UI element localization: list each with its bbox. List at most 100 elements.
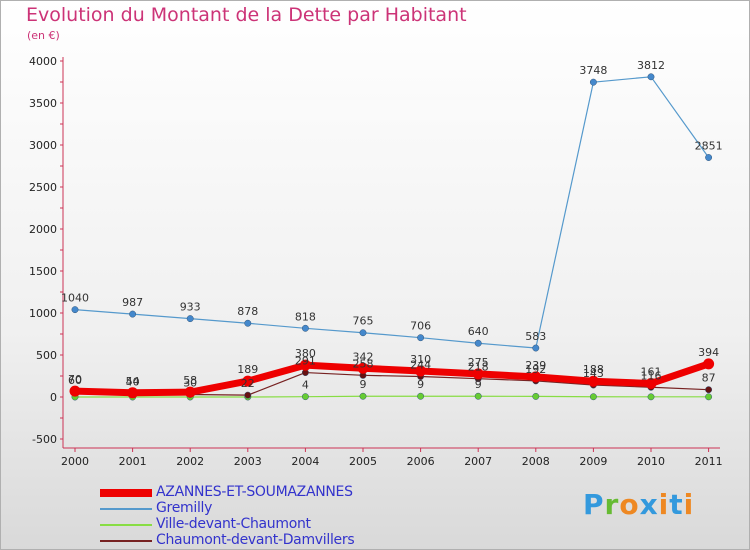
data-label: 58 bbox=[183, 374, 197, 387]
data-point-azannes-et-soumazannes bbox=[184, 386, 196, 398]
legend-swatch bbox=[100, 489, 152, 497]
x-tick-label: 2004 bbox=[291, 455, 319, 468]
data-label: 765 bbox=[353, 315, 374, 328]
data-point-ville-devant-chaumont bbox=[301, 393, 309, 401]
data-label: 291 bbox=[295, 355, 316, 368]
data-label: 70 bbox=[68, 373, 82, 386]
data-label: 258 bbox=[353, 357, 374, 370]
data-label: 4 bbox=[302, 379, 309, 392]
data-point-azannes-et-soumazannes bbox=[415, 365, 427, 377]
data-point-ville-devant-chaumont bbox=[647, 393, 655, 401]
x-tick-label: 2001 bbox=[119, 455, 147, 468]
x-tick-label: 2008 bbox=[522, 455, 550, 468]
data-point-azannes-et-soumazannes bbox=[587, 375, 599, 387]
y-tick-label: -500 bbox=[32, 433, 57, 446]
data-point-azannes-et-soumazannes bbox=[645, 377, 657, 389]
data-point-gremilly bbox=[474, 339, 482, 347]
data-label: 87 bbox=[702, 372, 716, 385]
x-tick-label: 2003 bbox=[234, 455, 262, 468]
y-tick-label: 0 bbox=[50, 391, 57, 404]
x-tick-label: 2002 bbox=[176, 455, 204, 468]
data-point-gremilly bbox=[417, 334, 425, 342]
x-tick-label: 2007 bbox=[464, 455, 492, 468]
data-label: 275 bbox=[468, 356, 489, 369]
data-label: 192 bbox=[525, 363, 546, 376]
series-layer bbox=[69, 73, 715, 401]
data-label: 394 bbox=[698, 346, 719, 359]
data-label: 818 bbox=[295, 310, 316, 323]
series-line-gremilly bbox=[74, 76, 710, 349]
data-label: 244 bbox=[410, 359, 431, 372]
data-point-ville-devant-chaumont bbox=[705, 393, 713, 401]
x-tick-label: 2000 bbox=[61, 455, 89, 468]
data-point-gremilly bbox=[705, 154, 713, 161]
y-tick-label: 2000 bbox=[29, 223, 57, 236]
data-point-chaumont-devant-damvillers bbox=[705, 386, 713, 394]
x-tick-label: 2005 bbox=[349, 455, 377, 468]
y-tick-label: 500 bbox=[36, 349, 57, 362]
data-label: 342 bbox=[353, 350, 374, 363]
data-label: 116 bbox=[641, 369, 662, 382]
data-point-azannes-et-soumazannes bbox=[69, 385, 81, 397]
data-label: 9 bbox=[417, 378, 424, 391]
data-label: 239 bbox=[525, 359, 546, 372]
axes: -500 0 500 1000 1500 2000 2500 3000 3500 4000 2000… bbox=[29, 55, 723, 468]
y-tick-label: 4000 bbox=[29, 55, 57, 68]
y-tick-label: 1500 bbox=[29, 265, 57, 278]
data-point-azannes-et-soumazannes bbox=[127, 387, 139, 399]
legend-swatch bbox=[100, 540, 152, 542]
data-point-gremilly bbox=[532, 344, 540, 352]
data-label: 310 bbox=[410, 353, 431, 366]
data-label: 161 bbox=[641, 365, 662, 378]
data-point-gremilly bbox=[301, 324, 309, 332]
data-point-ville-devant-chaumont bbox=[474, 392, 482, 400]
series-line-azannes-et-soumazannes bbox=[74, 360, 710, 397]
x-tick-label: 2011 bbox=[695, 455, 723, 468]
data-label: 878 bbox=[237, 305, 258, 318]
y-tick-label: 3500 bbox=[29, 97, 57, 110]
chart-subtitle: (en €) bbox=[27, 29, 60, 42]
data-point-ville-devant-chaumont bbox=[359, 392, 367, 400]
legend-label: Chaumont-devant-Damvillers bbox=[156, 532, 355, 548]
data-point-gremilly bbox=[129, 310, 137, 318]
data-point-ville-devant-chaumont bbox=[532, 392, 540, 400]
data-label: 54 bbox=[126, 375, 140, 388]
data-label: 143 bbox=[583, 367, 604, 380]
data-label: 2851 bbox=[695, 140, 723, 153]
data-label: 22 bbox=[241, 377, 255, 390]
legend-label: Gremilly bbox=[156, 500, 213, 516]
series-line-ville-devant-chaumont bbox=[75, 395, 709, 398]
data-point-azannes-et-soumazannes bbox=[530, 371, 542, 383]
data-label: 1040 bbox=[61, 292, 89, 305]
data-point-gremilly bbox=[359, 329, 367, 337]
data-point-azannes-et-soumazannes bbox=[242, 375, 254, 387]
data-point-ville-devant-chaumont bbox=[589, 393, 597, 401]
data-point-gremilly bbox=[186, 315, 194, 323]
data-label: 9 bbox=[475, 378, 482, 391]
data-label: 188 bbox=[583, 363, 604, 376]
x-tick-label: 2006 bbox=[407, 455, 435, 468]
data-label: 640 bbox=[468, 325, 489, 338]
legend-label: AZANNES-ET-SOUMAZANNES bbox=[156, 484, 353, 500]
data-label: 3812 bbox=[637, 59, 665, 72]
legend-swatch bbox=[100, 524, 152, 526]
x-tick-label: 2010 bbox=[637, 455, 665, 468]
data-point-azannes-et-soumazannes bbox=[472, 368, 484, 380]
data-label: 987 bbox=[122, 296, 143, 309]
data-point-azannes-et-soumazannes bbox=[703, 358, 715, 370]
data-label: 380 bbox=[295, 347, 316, 360]
proxiti-logo: Proxiti bbox=[583, 488, 695, 521]
data-label: 933 bbox=[180, 301, 201, 314]
data-point-ville-devant-chaumont bbox=[417, 392, 425, 400]
y-tick-label: 2500 bbox=[29, 181, 57, 194]
data-point-chaumont-devant-damvillers bbox=[244, 391, 252, 399]
data-label: 218 bbox=[468, 361, 489, 374]
legend-swatch bbox=[100, 508, 152, 510]
legend-label: Ville-devant-Chaumont bbox=[156, 516, 311, 532]
data-point-gremilly bbox=[589, 78, 597, 86]
data-point-gremilly bbox=[71, 306, 79, 314]
data-label: 40 bbox=[126, 376, 140, 389]
y-tick-label: 3000 bbox=[29, 139, 57, 152]
data-label: 30 bbox=[183, 376, 197, 389]
